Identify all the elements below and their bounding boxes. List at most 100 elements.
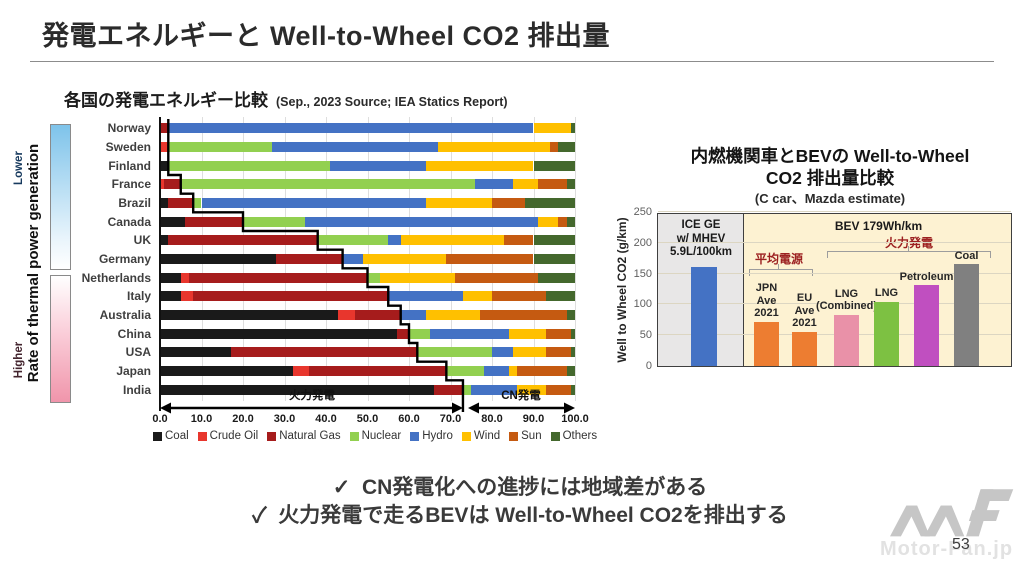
thermal-power-bracket [827, 251, 991, 258]
average-source-bracket-stem [778, 264, 779, 269]
right-chart-title-line2: CO2 排出量比較 [765, 168, 895, 188]
segment-coal [160, 216, 185, 227]
segment-natural-gas [309, 366, 447, 376]
x-tick-label: 90.0 [522, 413, 545, 425]
title-divider [30, 61, 994, 62]
stacked-bar-france [160, 179, 575, 190]
bar-label-eu-ave-2021: EU Ave 2021 [792, 292, 817, 330]
segment-hydro [168, 123, 534, 134]
x-tick-label: 10.0 [190, 413, 213, 425]
x-tick-label: 100.0 [561, 413, 589, 425]
right-gridline [658, 241, 1011, 243]
legend-label: Hydro [422, 430, 453, 442]
country-label-china: China [117, 326, 151, 341]
legend-label: Coal [165, 430, 189, 442]
segment-coal [160, 310, 339, 320]
stacked-bar-canada [160, 216, 575, 227]
country-label-norway: Norway [107, 121, 151, 136]
segment-hydro [342, 254, 364, 264]
segment-natural-gas [189, 272, 368, 283]
right-chart-title-line1: 内燃機関車とBEVの Well-to-Wheel [690, 146, 970, 166]
legend-item-crude-oil: Crude Oil [197, 430, 258, 442]
right-y-tick-label: 250 [633, 206, 652, 218]
segment-nuclear [417, 347, 492, 358]
segment-coal [160, 291, 181, 302]
segment-wind [425, 310, 480, 320]
segment-nuclear [193, 198, 202, 208]
x-tick-label: 50.0 [356, 413, 379, 425]
segment-sun [492, 291, 546, 302]
segment-nuclear [317, 235, 389, 246]
right-chart-plot: ICE GE w/ MHEV 5.9L/100km BEV 179Wh/km 平均電… [634, 206, 1012, 372]
segment-crude-oil [160, 179, 165, 190]
segment-wind [425, 160, 534, 171]
segment-others [570, 347, 575, 358]
segment-others [537, 272, 575, 283]
segment-wind [508, 328, 546, 339]
segment-wind [400, 235, 505, 246]
left-chart-title-row: 各国の発電エネルギー比較 (Sep., 2023 Source; IEA Sta… [64, 86, 508, 111]
cn-arrow-label: CN発電 [501, 390, 541, 402]
country-label-netherlands: Netherlands [81, 270, 151, 285]
right-gridline [658, 272, 1011, 274]
segment-sun [516, 366, 567, 376]
segment-wind [363, 254, 447, 264]
right-y-tick-label: 150 [633, 267, 652, 280]
segment-crude-oil [338, 310, 356, 320]
segment-others [566, 179, 575, 190]
bar-eu-ave-2021 [792, 331, 817, 366]
right-chart-y-axis-label: Well to Wheel CO2 (g/km) [615, 217, 629, 363]
x-tick-label: 40.0 [315, 413, 337, 425]
segment-crude-oil [292, 366, 310, 376]
higher-label: Higher [13, 341, 25, 379]
segment-sun [446, 254, 534, 264]
average-source-bracket [749, 269, 813, 276]
segment-wind [425, 198, 492, 208]
x-tick-label: 20.0 [232, 413, 254, 425]
segment-wind [533, 123, 571, 134]
motor-fan-logo [890, 489, 1014, 537]
stacked-bar-norway [160, 123, 575, 134]
segment-coal [160, 272, 181, 283]
country-label-sweden: Sweden [105, 140, 151, 154]
segment-sun [550, 142, 559, 152]
left-chart-country-labels: Norway Sweden Finland France Brazil Canada UK G… [75, 119, 155, 399]
country-label-brazil: Brazil [118, 196, 151, 210]
segment-coal [160, 160, 169, 171]
bar-label-coal: Coal [954, 249, 979, 262]
stacked-bar-india [160, 384, 575, 395]
segment-sun [504, 235, 534, 246]
segment-natural-gas [276, 254, 343, 264]
bar-coal [954, 264, 979, 366]
watermark-text: Motor-Fan.jp [880, 538, 1014, 560]
bar-label-petroleum: Petroleum [899, 270, 954, 283]
segment-others [566, 216, 575, 227]
stacked-bar-uk [160, 235, 575, 246]
segment-natural-gas [164, 179, 181, 190]
segment-hydro [475, 179, 513, 190]
bar-lng [874, 301, 899, 366]
segment-sun [545, 384, 571, 395]
right-y-tick-label: 100 [633, 298, 652, 311]
segment-sun [537, 179, 567, 190]
segment-coal [160, 366, 293, 376]
legend-swatch [349, 431, 359, 441]
stacked-bar-china [160, 328, 575, 339]
segment-sun [558, 216, 567, 227]
segment-hydro [471, 384, 517, 395]
segment-wind [462, 291, 492, 302]
bar-label-lng-combined-: LNG (Combined) [815, 287, 878, 313]
segment-nuclear [180, 179, 476, 190]
segment-hydro [388, 291, 463, 302]
legend-item-others: Others [550, 430, 597, 442]
bar-petroleum [914, 285, 939, 366]
segment-natural-gas [168, 198, 194, 208]
country-label-finland: Finland [108, 158, 151, 173]
segment-natural-gas [168, 235, 318, 246]
segment-wind [512, 347, 546, 358]
segment-hydro [400, 310, 426, 320]
left-chart-legend: Coal Crude Oil Natural Gas Nuclear Hydro Wind… [153, 430, 597, 442]
legend-swatch [197, 431, 207, 441]
segment-coal [160, 328, 397, 339]
x-tick-label: 70.0 [439, 413, 462, 425]
